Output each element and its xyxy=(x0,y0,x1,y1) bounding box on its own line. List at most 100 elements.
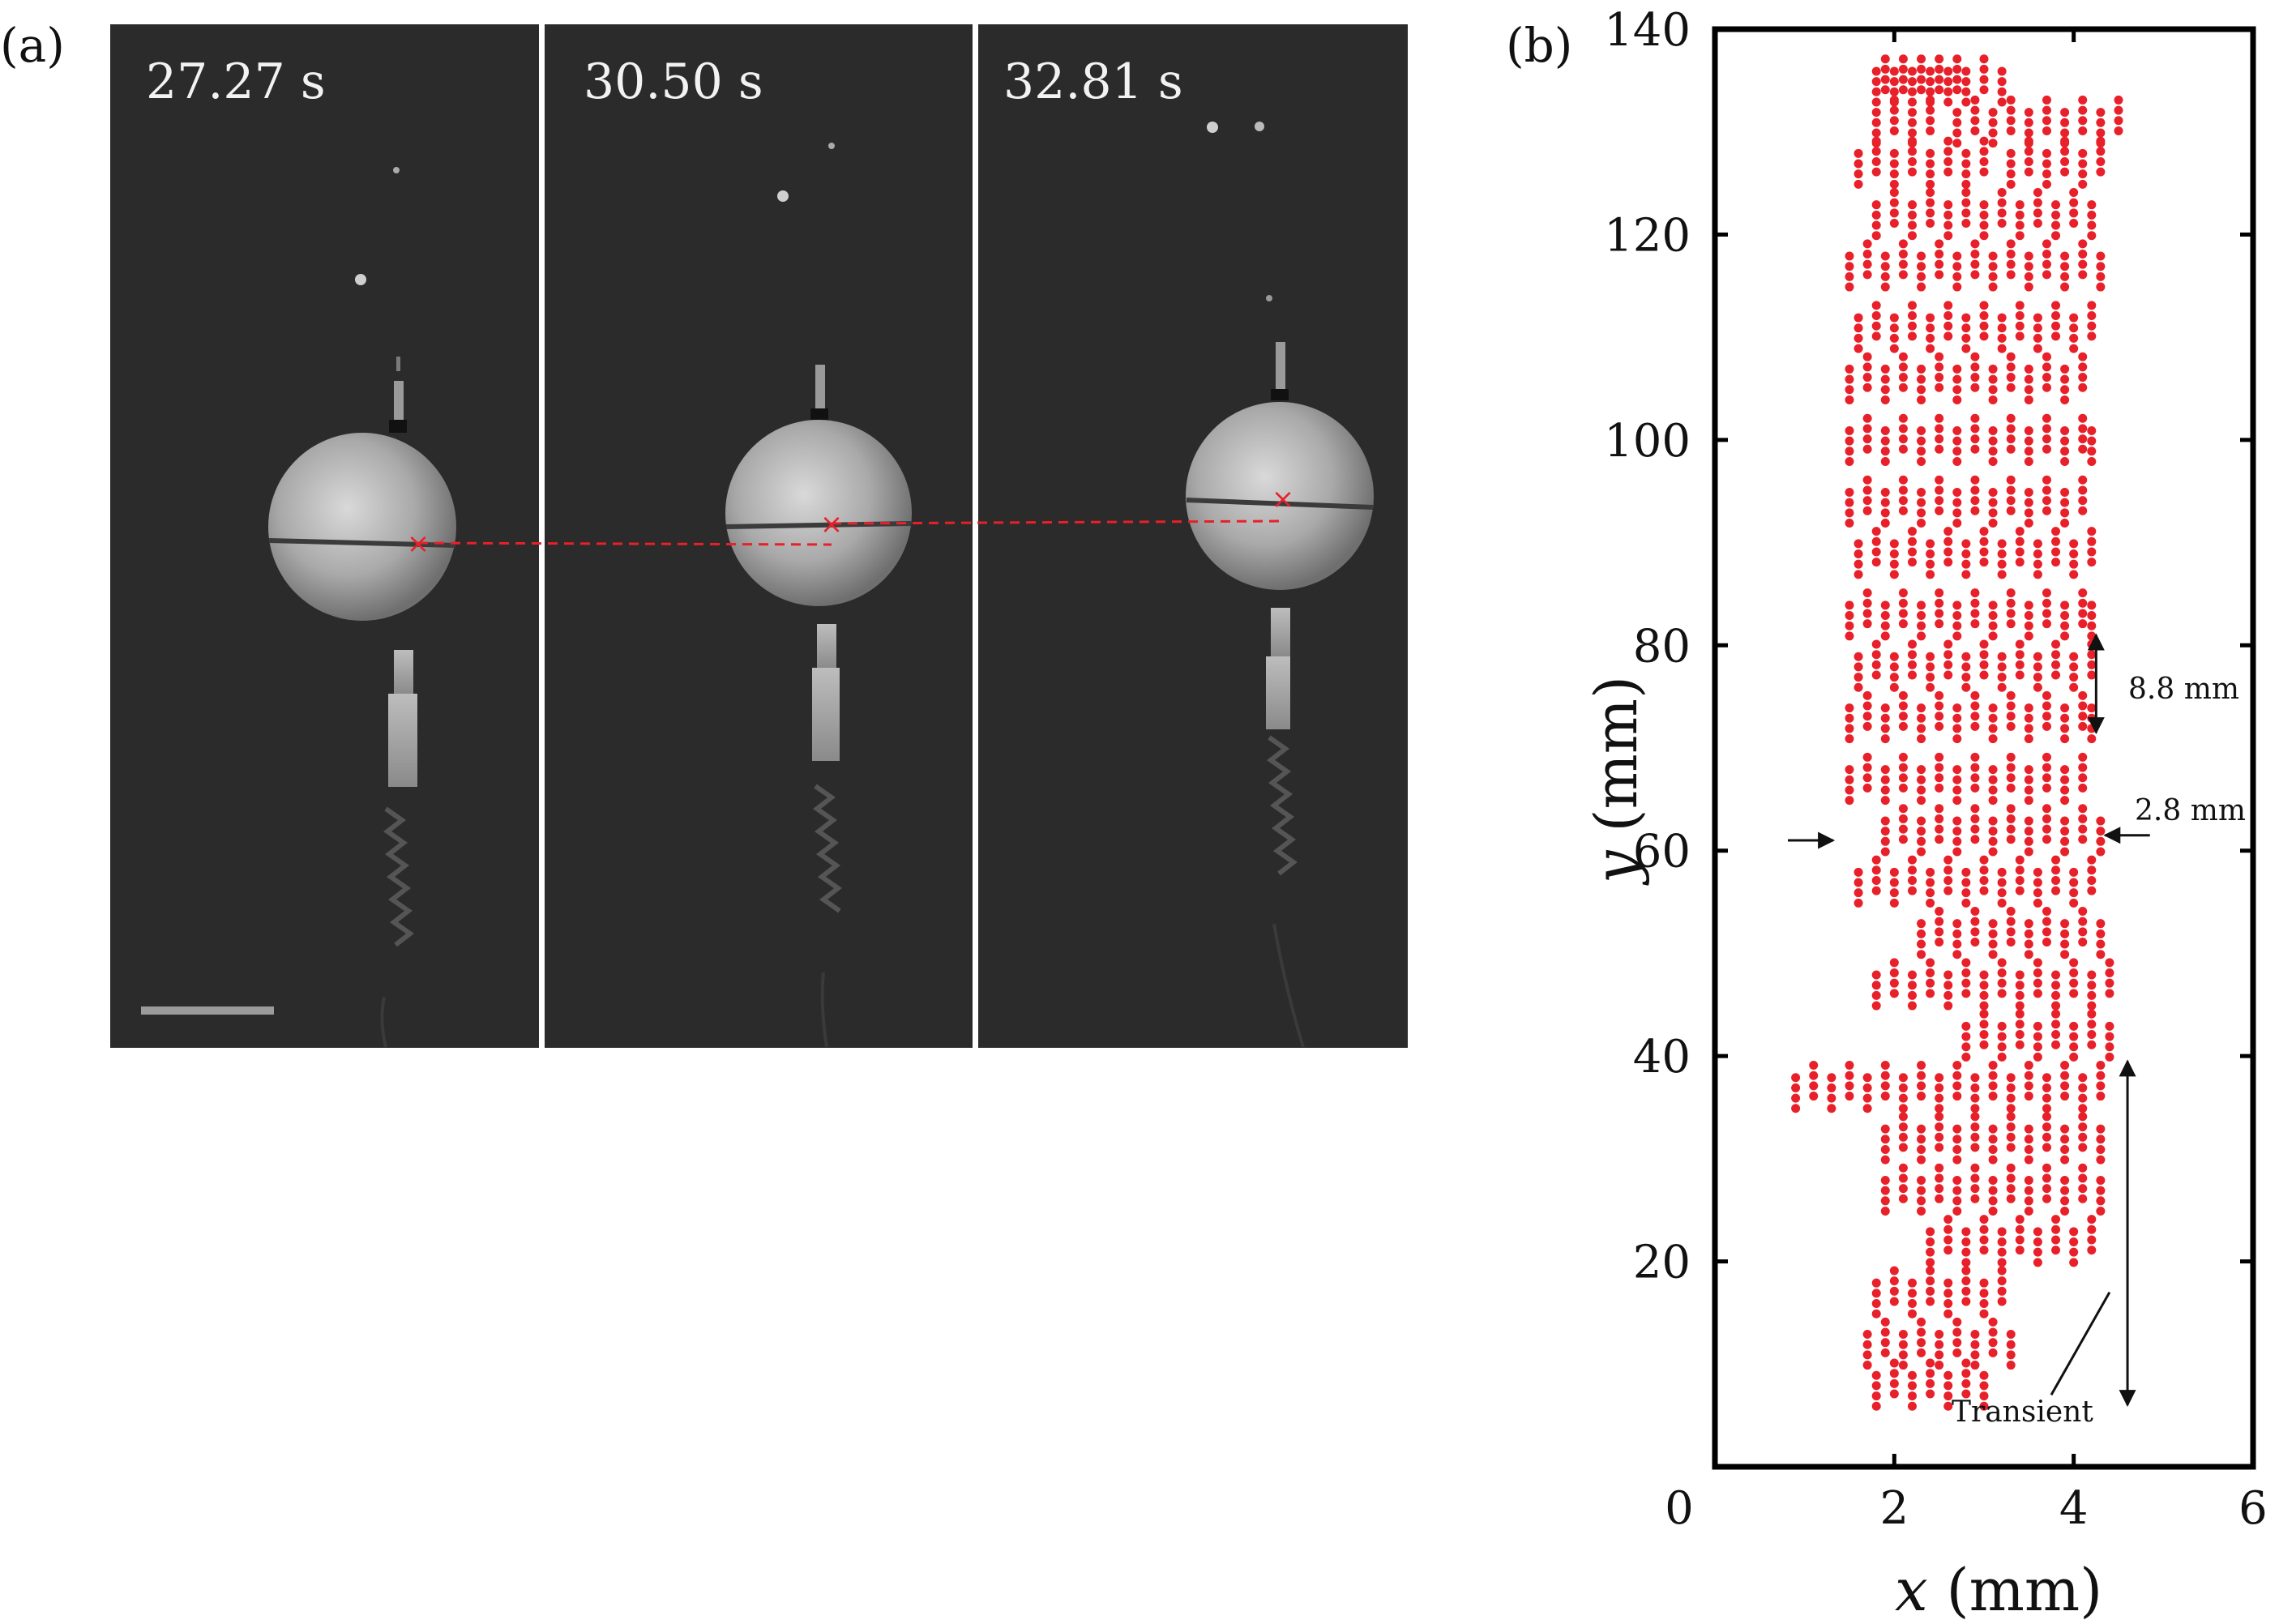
data-point xyxy=(1889,1276,1899,1286)
data-point xyxy=(2087,536,2097,546)
data-point xyxy=(1898,835,1908,844)
data-point xyxy=(1898,783,1908,793)
y-axis-title: y (mm) xyxy=(1582,674,1650,885)
data-point xyxy=(2015,301,2025,310)
data-point xyxy=(1935,937,1944,947)
data-point xyxy=(1935,763,1944,772)
data-point xyxy=(2087,1215,2097,1224)
data-point xyxy=(1917,1071,1926,1080)
data-point xyxy=(1898,444,1908,454)
data-point xyxy=(2006,701,2016,711)
data-point xyxy=(1952,251,1962,261)
data-point xyxy=(2060,425,2070,435)
data-point xyxy=(1871,970,1881,980)
data-point xyxy=(2069,333,2079,343)
data-point xyxy=(2060,713,2070,723)
data-point xyxy=(1952,487,1962,497)
data-point xyxy=(1952,425,1962,435)
data-point xyxy=(2087,527,2097,536)
data-point xyxy=(2042,444,2051,454)
data-point xyxy=(2078,619,2088,629)
data-point xyxy=(1926,208,1935,218)
data-point xyxy=(1889,662,1899,672)
data-point xyxy=(2033,898,2042,908)
data-point xyxy=(1961,888,1971,898)
data-point xyxy=(2006,424,2016,434)
data-point xyxy=(2024,847,2033,857)
data-point xyxy=(1961,1237,1971,1246)
data-point xyxy=(2006,804,2016,814)
data-point xyxy=(2006,917,2016,926)
data-point xyxy=(2096,1124,2106,1134)
data-point xyxy=(1871,981,1881,990)
data-point xyxy=(2006,814,2016,823)
data-point xyxy=(1880,456,1890,466)
data-point xyxy=(2087,865,2097,875)
data-point xyxy=(1952,282,1962,292)
data-point xyxy=(2042,148,2051,158)
data-point xyxy=(1871,301,1881,310)
data-point xyxy=(2033,549,2042,559)
data-point xyxy=(1935,239,1944,249)
data-point xyxy=(1926,1369,1935,1378)
data-point xyxy=(2087,1030,2097,1040)
data-point xyxy=(1970,1350,1980,1360)
data-point xyxy=(2042,475,2051,485)
data-point xyxy=(1943,660,1953,669)
data-point xyxy=(2078,444,2088,454)
data-point xyxy=(1952,1081,1962,1091)
data-point xyxy=(1997,570,2007,579)
data-point xyxy=(1943,311,1953,321)
data-point xyxy=(1854,662,1863,672)
data-point xyxy=(1880,85,1890,95)
data-point xyxy=(1952,85,1962,95)
data-point xyxy=(1935,1194,1944,1203)
data-point xyxy=(2078,752,2088,762)
data-point xyxy=(1862,475,1872,485)
data-point xyxy=(1917,600,1926,610)
data-point xyxy=(2033,878,2042,887)
data-point xyxy=(2078,95,2088,105)
data-point xyxy=(1889,159,1899,169)
data-point xyxy=(1907,108,1917,118)
data-point xyxy=(1791,1073,1801,1083)
data-point xyxy=(2087,650,2097,660)
data-point xyxy=(2024,1124,2033,1134)
data-point xyxy=(2078,835,2088,844)
data-point xyxy=(2051,311,2061,321)
data-point xyxy=(2069,978,2079,988)
data-point xyxy=(1862,701,1872,711)
data-point xyxy=(2042,588,2051,598)
data-point xyxy=(1988,827,1998,836)
data-point xyxy=(2087,621,2097,630)
data-point xyxy=(1988,1348,1998,1357)
data-point xyxy=(1970,1330,1980,1340)
data-point xyxy=(1854,539,1863,549)
data-point xyxy=(1926,878,1935,887)
data-point xyxy=(1898,496,1908,506)
data-point xyxy=(2051,547,2061,557)
data-point xyxy=(2096,251,2106,261)
data-point xyxy=(2042,1143,2051,1152)
data-point xyxy=(2006,413,2016,423)
data-point xyxy=(1943,547,1953,557)
photo-frame-1: × xyxy=(110,24,539,1048)
data-point xyxy=(1926,97,1935,107)
data-point xyxy=(2051,536,2061,546)
data-point xyxy=(1862,434,1872,444)
data-point xyxy=(1917,836,1926,846)
data-point xyxy=(1935,1122,1944,1132)
data-point xyxy=(2060,1071,2070,1080)
data-point xyxy=(1871,136,1881,146)
data-point xyxy=(1880,621,1890,630)
data-point xyxy=(2060,836,2070,846)
data-point xyxy=(1889,570,1899,579)
data-point xyxy=(1845,713,1854,723)
data-point xyxy=(2015,1001,2025,1011)
data-point xyxy=(1889,673,1899,682)
data-point xyxy=(1961,539,1971,549)
data-point xyxy=(1917,447,1926,456)
data-point xyxy=(1917,827,1926,836)
data-point xyxy=(2051,875,2061,885)
data-point xyxy=(1988,139,1998,148)
